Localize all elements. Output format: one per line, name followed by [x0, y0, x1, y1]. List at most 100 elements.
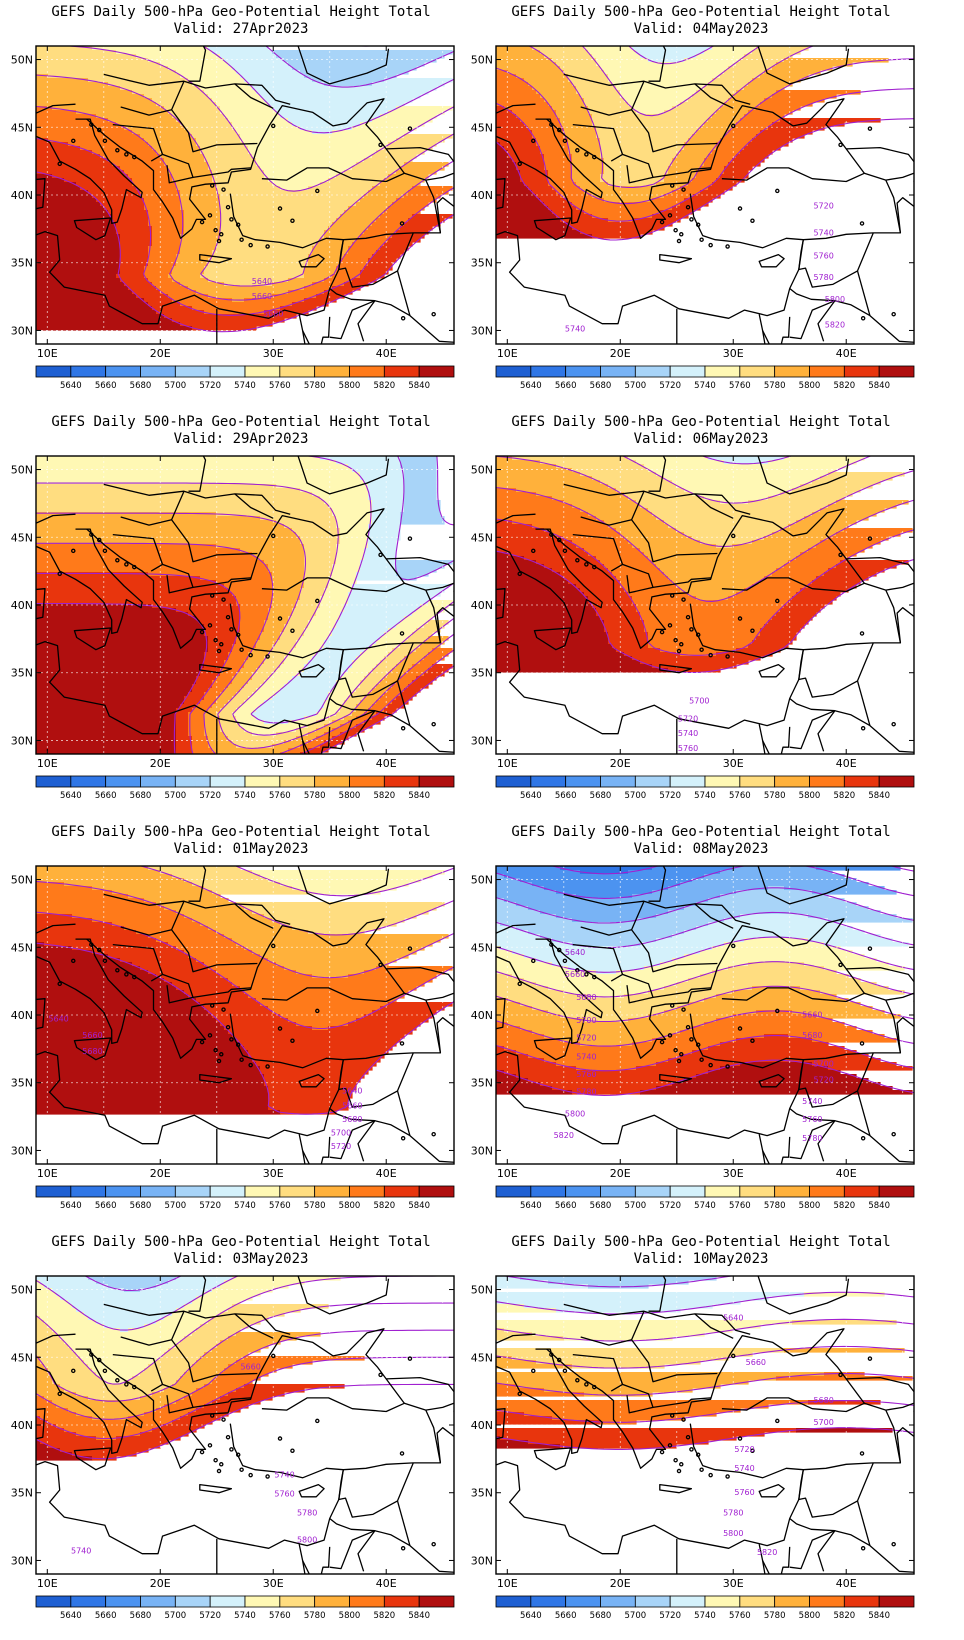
lat-tick-label: 40N [471, 1419, 493, 1432]
lat-tick-label: 35N [11, 1077, 33, 1090]
colorbar-swatch [418, 775, 455, 788]
contour-label: 5740 [678, 729, 698, 738]
colorbar-swatch [105, 775, 141, 788]
contour-label: 5700 [813, 1059, 833, 1068]
colorbar-swatch [565, 1595, 601, 1608]
colorbar-swatch [669, 365, 706, 378]
panel-title: GEFS Daily 500-hPa Geo-Potential Height … [511, 4, 891, 20]
contour-label: 5760 [678, 744, 698, 753]
contour-label: 5640 [342, 1086, 362, 1095]
contour-label: 5800 [723, 1529, 743, 1538]
contour-label: 5700 [689, 697, 709, 706]
colorbar-label: 5800 [799, 381, 821, 391]
colorbar-label: 5740 [234, 381, 256, 391]
lat-tick-label: 50N [471, 874, 493, 887]
colorbar-swatch [669, 1595, 706, 1608]
colorbar-label: 5760 [269, 1201, 291, 1211]
contour-label: 5660 [802, 1011, 822, 1020]
lon-tick-label: 20E [610, 1167, 631, 1180]
colorbar-swatch [565, 1185, 601, 1198]
colorbar-swatch [600, 775, 636, 788]
colorbar-label: 5680 [130, 381, 152, 391]
map-panel: GEFS Daily 500-hPa Geo-Potential Height … [460, 1230, 942, 1640]
lat-tick-label: 40N [11, 1419, 33, 1432]
lat-tick-label: 35N [11, 257, 33, 270]
colorbar-swatch [279, 775, 316, 788]
colorbar-swatch [383, 365, 420, 378]
lat-tick-label: 50N [471, 1284, 493, 1297]
colorbar-label: 5660 [95, 791, 117, 801]
colorbar-label: 5760 [269, 381, 291, 391]
lon-tick-label: 40E [376, 347, 397, 360]
colorbar-label: 5780 [764, 1611, 786, 1621]
lon-tick-label: 30E [263, 1167, 284, 1180]
lat-tick-label: 50N [11, 874, 33, 887]
colorbar-label: 5720 [659, 1201, 681, 1211]
contour-label: 5760 [802, 1115, 822, 1124]
colorbar-label: 5820 [374, 381, 396, 391]
colorbar-swatch [244, 775, 281, 788]
coastlines-borders [36, 46, 454, 344]
contour-label: 5660 [342, 1101, 362, 1110]
colorbar-swatch [383, 1595, 420, 1608]
lat-tick-label: 50N [11, 464, 33, 477]
contour-label: 5700 [331, 1128, 351, 1137]
lat-tick-label: 30N [471, 734, 493, 747]
colorbar: 5640 5660 5680 5700 5720 5740 5760 5780 5800 5820… [35, 775, 455, 801]
colorbar-swatch [878, 1595, 915, 1608]
colorbar-swatch [140, 365, 176, 378]
colorbar-swatch [774, 365, 810, 378]
panel-valid-date: Valid: 04May2023 [633, 21, 769, 37]
map-panel: GEFS Daily 500-hPa Geo-Potential Height … [0, 0, 482, 410]
panel-title: GEFS Daily 500-hPa Geo-Potential Height … [511, 824, 891, 840]
colorbar-swatch [739, 1595, 776, 1608]
colorbar-swatch [70, 365, 107, 378]
coastlines-borders [496, 866, 914, 1164]
map-panel: GEFS Daily 500-hPa Geo-Potential Height … [460, 0, 942, 410]
colorbar-swatch [70, 1185, 107, 1198]
lat-tick-label: 35N [471, 1487, 493, 1500]
colorbar-label: 5840 [408, 381, 430, 391]
colorbar-swatch [174, 1185, 211, 1198]
colorbar-label: 5820 [374, 1201, 396, 1211]
map-panel: GEFS Daily 500-hPa Geo-Potential Height … [460, 820, 942, 1230]
colorbar-label: 5640 [60, 1611, 82, 1621]
colorbar-swatch [495, 775, 532, 788]
colorbar-swatch [634, 1595, 671, 1608]
colorbar-label: 5640 [520, 381, 542, 391]
coastlines-borders [496, 456, 914, 754]
height-contours [36, 866, 454, 1115]
colorbar-label: 5660 [555, 1201, 577, 1211]
lon-tick-label: 30E [263, 1577, 284, 1590]
lon-tick-label: 20E [150, 1577, 171, 1590]
lon-tick-label: 20E [610, 347, 631, 360]
contour-label: 5740 [813, 228, 833, 237]
colorbar-label: 5700 [165, 381, 187, 391]
lat-tick-label: 35N [471, 257, 493, 270]
colorbar-swatch [105, 1595, 141, 1608]
contour-label: 5660 [746, 1358, 766, 1367]
colorbar-swatch [843, 1595, 880, 1608]
lon-tick-label: 20E [150, 1167, 171, 1180]
colorbar-swatch [35, 775, 72, 788]
contour-label: 5640 [252, 277, 272, 286]
panel-valid-date: Valid: 08May2023 [633, 841, 769, 857]
colorbar: 5640 5660 5680 5700 5720 5740 5760 5780 5800 5820… [495, 365, 915, 391]
contour-label: 5700 [576, 1016, 596, 1025]
contour-label: 5680 [802, 1031, 822, 1040]
lat-tick-label: 40N [471, 599, 493, 612]
colorbar-label: 5680 [130, 1201, 152, 1211]
contour-label: 5740 [734, 1464, 754, 1473]
contour-label: 5680 [263, 310, 283, 319]
contour-label: 5740 [274, 1471, 294, 1480]
lon-tick-label: 30E [263, 347, 284, 360]
colorbar-swatch [704, 365, 741, 378]
colorbar-swatch [349, 775, 385, 788]
contour-label: 5760 [274, 1490, 294, 1499]
lat-tick-label: 30N [471, 324, 493, 337]
contour-label: 5680 [576, 993, 596, 1002]
contour-label: 5740 [576, 1052, 596, 1061]
panel-valid-date: Valid: 10May2023 [633, 1251, 769, 1267]
colorbar-label: 5840 [408, 791, 430, 801]
